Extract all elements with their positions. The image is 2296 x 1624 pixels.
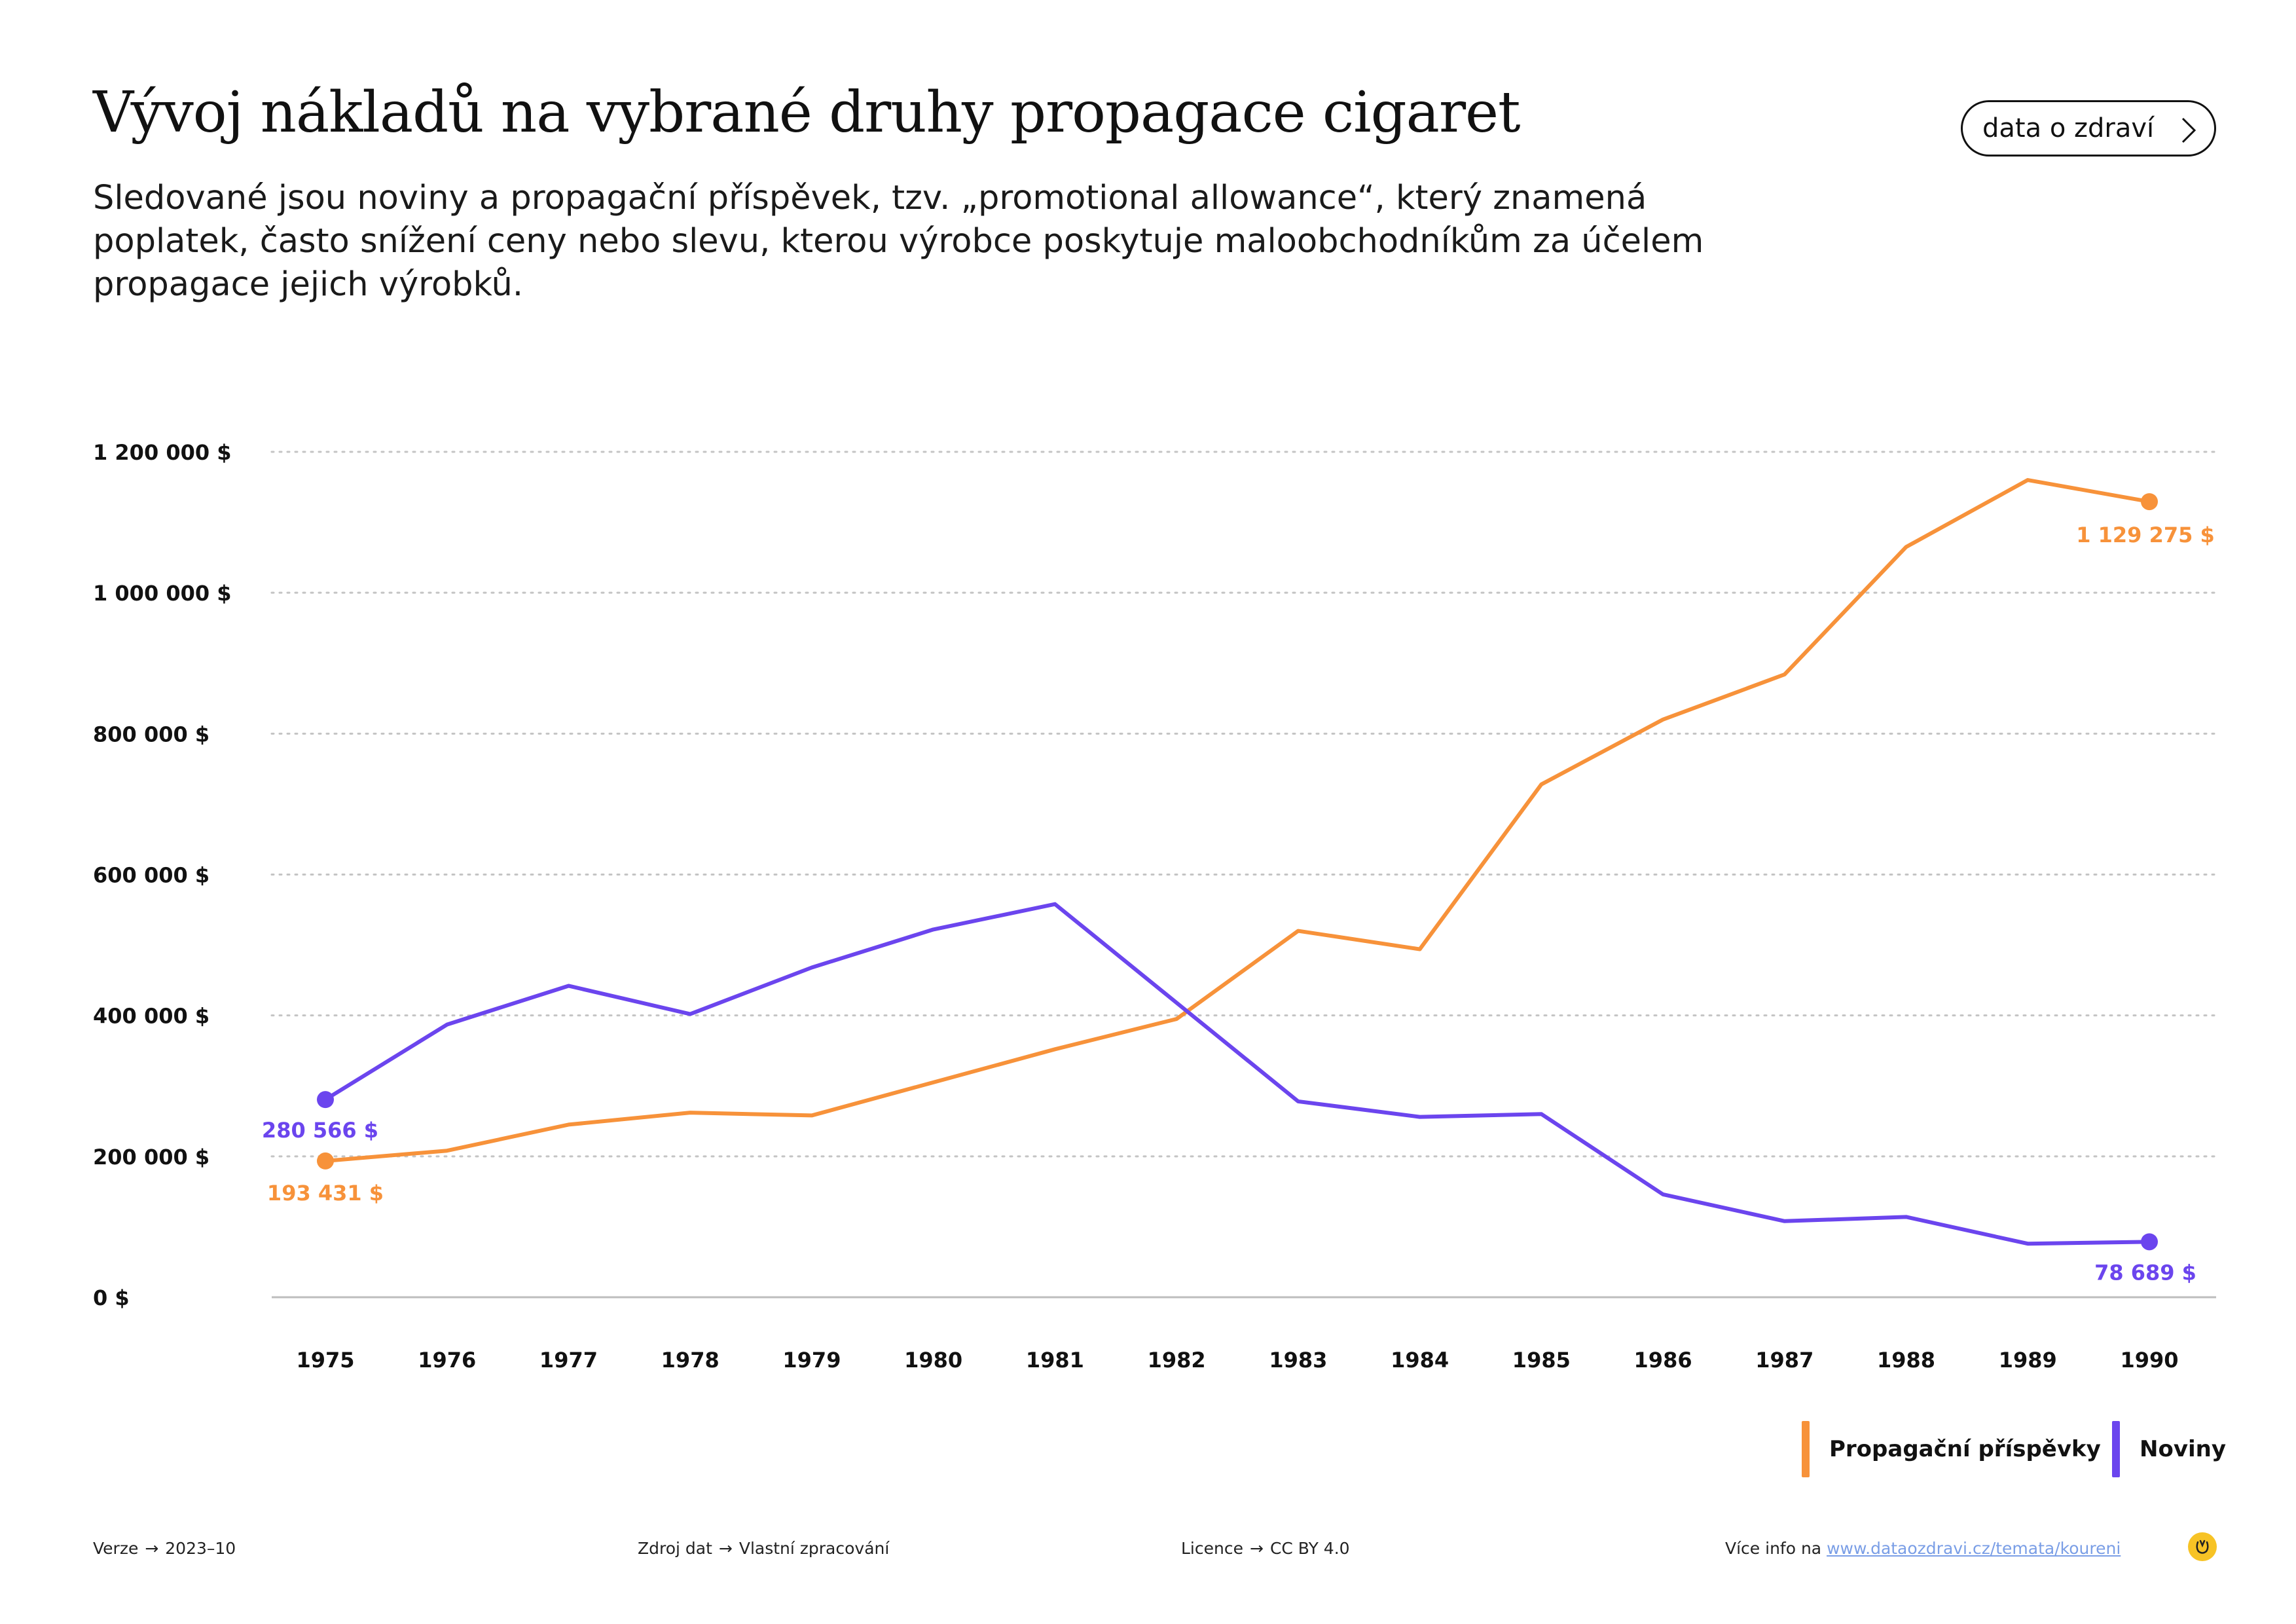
y-tick-label: 0 $ [93, 1285, 130, 1310]
series-end-point [2141, 1233, 2158, 1251]
footer-license: Licence → CC BY 4.0 [1181, 1539, 1350, 1558]
arrow-right-icon: → [1249, 1539, 1264, 1558]
x-tick-label: 1982 [1148, 1348, 1206, 1373]
x-tick-label: 1975 [296, 1348, 354, 1373]
footer-source: Zdroj dat → Vlastní zpracování [638, 1539, 890, 1558]
page-title: Vývoj nákladů na vybrané druhy propagace… [93, 80, 1521, 145]
legend-swatch-purple [2112, 1421, 2120, 1477]
arrow-right-icon: → [718, 1539, 733, 1558]
data-o-zdravi-button[interactable]: data o zdraví [1961, 100, 2216, 157]
x-tick-label: 1980 [904, 1348, 962, 1373]
series-line-noviny [323, 902, 2151, 1246]
x-tick-label: 1981 [1026, 1348, 1084, 1373]
page-subtitle: Sledované jsou noviny a propagační přísp… [93, 179, 1704, 304]
series-end-point [2141, 493, 2158, 511]
x-tick-label: 1977 [539, 1348, 598, 1373]
info-link[interactable]: www.dataozdravi.cz/temata/koureni [1827, 1539, 2121, 1558]
button-label: data o zdraví [1982, 113, 2155, 143]
legend-swatch-orange [1802, 1421, 1810, 1477]
legend-item-noviny: Noviny [2112, 1421, 2226, 1477]
legend-item-propagacni: Propagační příspěvky [1802, 1421, 2101, 1477]
y-tick-label: 1 200 000 $ [93, 440, 232, 465]
y-tick-label: 200 000 $ [93, 1145, 210, 1170]
x-tick-label: 1988 [1877, 1348, 1935, 1373]
series-start-point [317, 1152, 334, 1170]
footer-info: Více info na www.dataozdravi.cz/temata/k… [1725, 1539, 2121, 1558]
data-label: 280 566 $ [262, 1118, 378, 1143]
line-chart: 0 $ 200 000 $ 400 000 $ 600 000 $ 800 000 $ 1… [93, 440, 2217, 1373]
arrow-right-icon: → [145, 1539, 159, 1558]
y-tick-label: 1 000 000 $ [93, 581, 232, 606]
data-label: 1 129 275 $ [2076, 523, 2215, 547]
footer-version: Verze → 2023–10 [93, 1539, 236, 1558]
series-line-propagacni [323, 478, 2151, 1163]
x-tick-label: 1987 [1755, 1348, 1813, 1373]
series-start-point [317, 1091, 334, 1109]
legend-label: Propagační příspěvky [1829, 1436, 2101, 1462]
x-tick-label: 1978 [661, 1348, 720, 1373]
chevron-right-icon [2180, 117, 2197, 151]
x-tick-label: 1976 [418, 1348, 476, 1373]
x-tick-label: 1986 [1634, 1348, 1692, 1373]
x-tick-label: 1989 [1999, 1348, 2057, 1373]
x-tick-label: 1985 [1512, 1348, 1571, 1373]
data-label: 78 689 $ [2094, 1260, 2196, 1285]
y-tick-label: 800 000 $ [93, 722, 210, 747]
legend-label: Noviny [2140, 1436, 2226, 1462]
data-label: 193 431 $ [267, 1181, 384, 1206]
x-tick-label: 1979 [782, 1348, 841, 1373]
logo-icon [2188, 1532, 2217, 1561]
y-tick-label: 400 000 $ [93, 1004, 210, 1029]
x-tick-label: 1984 [1391, 1348, 1449, 1373]
y-tick-label: 600 000 $ [93, 863, 210, 888]
x-tick-label: 1983 [1269, 1348, 1327, 1373]
x-tick-label: 1990 [2120, 1348, 2178, 1373]
